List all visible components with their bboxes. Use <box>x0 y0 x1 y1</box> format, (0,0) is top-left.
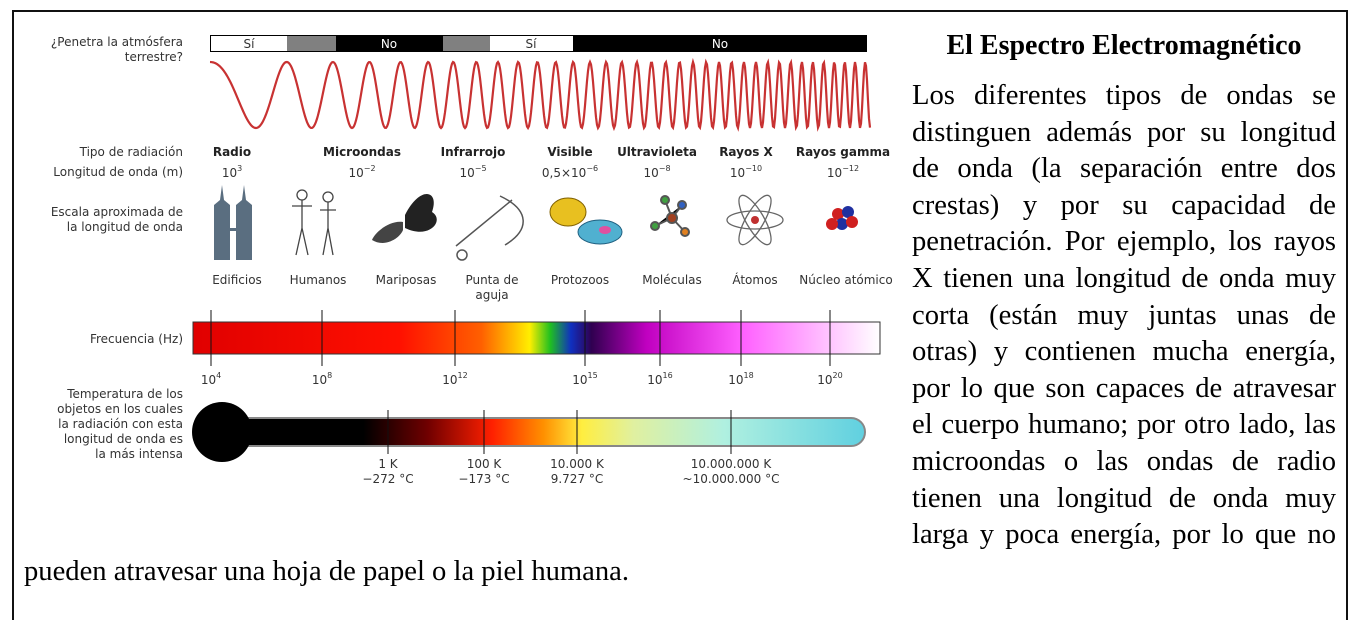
row-label: Frecuencia (Hz) <box>90 332 183 346</box>
wavelength: 10−8 <box>643 164 670 180</box>
base: 10 <box>201 373 216 387</box>
bar-label: No <box>381 37 397 51</box>
temperature-kelvin: 1 K <box>378 457 398 471</box>
wavelength: 10−10 <box>730 164 762 180</box>
exponent: −8 <box>659 164 671 173</box>
exponent: −6 <box>586 164 598 173</box>
row-label: objetos en los cuales <box>57 402 183 416</box>
exponent: −5 <box>475 164 487 173</box>
base: 10 <box>222 166 237 180</box>
nucleus-icon <box>826 206 858 230</box>
wavelength: 10−5 <box>459 164 486 180</box>
exponent: 16 <box>663 371 673 380</box>
radiation-type: Ultravioleta <box>617 145 697 159</box>
thermometer-bulb <box>192 402 252 462</box>
atom-icon <box>727 191 783 248</box>
row-label: terrestre? <box>125 50 183 64</box>
temperature-celsius: 9.727 °C <box>551 472 604 486</box>
radiation-type: Rayos gamma <box>796 145 890 159</box>
base: 10 <box>442 373 457 387</box>
scale-object: Edificios <box>212 273 262 287</box>
frequency-bar <box>193 322 880 354</box>
base: 10 <box>647 373 662 387</box>
row-label: Temperatura de los <box>66 387 183 401</box>
base: 10 <box>817 373 832 387</box>
row-label: Tipo de radiación <box>79 145 183 159</box>
temperature-kelvin: 100 K <box>467 457 503 471</box>
scale-object: Núcleo atómico <box>799 273 892 287</box>
row-label: ¿Penetra la atmósfera <box>51 35 183 49</box>
butterfly-icon <box>372 194 437 243</box>
page: {"title":"El Espectro Electromagnético",… <box>0 0 1357 627</box>
scale-object: Mariposas <box>376 273 437 287</box>
temperature-kelvin: 10.000 K <box>550 457 605 471</box>
molecule-icon <box>651 196 689 236</box>
exponent: 12 <box>458 371 468 380</box>
exponent: 15 <box>588 371 598 380</box>
frequency: 1018 <box>728 371 753 387</box>
base: 10 <box>459 166 474 180</box>
base: 10 <box>827 166 842 180</box>
wavelength: 10−12 <box>827 164 859 180</box>
frequency: 108 <box>312 371 332 387</box>
frequency: 1016 <box>647 371 672 387</box>
exponent: 3 <box>237 164 242 173</box>
temperature-kelvin: 10.000.000 K <box>691 457 773 471</box>
frequency: 1012 <box>442 371 467 387</box>
radiation-type: Microondas <box>323 145 401 159</box>
row-label: longitud de onda es <box>64 432 183 446</box>
scale-object: Humanos <box>290 273 347 287</box>
scale-object: Protozoos <box>551 273 609 287</box>
exponent: −10 <box>745 164 762 173</box>
base: 10 <box>312 373 327 387</box>
base: 10 <box>348 166 363 180</box>
wave <box>210 62 870 128</box>
bar-label: Sí <box>526 37 538 51</box>
row-label: la longitud de onda <box>67 220 183 234</box>
scale-object: Moléculas <box>642 273 702 287</box>
temperature-celsius: −272 °C <box>362 472 413 486</box>
needle-icon <box>456 196 523 260</box>
thermometer-tube <box>222 418 865 446</box>
frequency: 104 <box>201 371 221 387</box>
base: 10 <box>572 373 587 387</box>
exponent: 4 <box>216 371 221 380</box>
frequency: 1015 <box>572 371 597 387</box>
temperature-celsius: −173 °C <box>458 472 509 486</box>
buildings-icon <box>214 185 252 260</box>
row-label: la más intensa <box>95 447 183 461</box>
row-label: la radiación con esta <box>58 417 183 431</box>
base: 0,5×10 <box>542 166 586 180</box>
base: 10 <box>728 373 743 387</box>
row-label: Escala aproximada de <box>51 205 183 219</box>
bar-segment <box>287 36 336 51</box>
temperature-celsius: ~10.000.000 °C <box>683 472 780 486</box>
humans-icon <box>292 190 336 255</box>
exponent: −2 <box>364 164 376 173</box>
bar-segment <box>443 36 490 51</box>
wavelength: 0,5×10−6 <box>542 164 598 180</box>
bar-label: No <box>712 37 728 51</box>
exponent: 20 <box>833 371 843 380</box>
base: 10 <box>643 166 658 180</box>
radiation-type: Radio <box>213 145 251 159</box>
exponent: 18 <box>744 371 754 380</box>
exponent: 8 <box>327 371 332 380</box>
radiation-type: Visible <box>547 145 592 159</box>
protozoa-icon <box>550 198 622 244</box>
wavelength: 103 <box>222 164 242 180</box>
bar-label: Sí <box>244 37 256 51</box>
scale-object: Átomos <box>732 272 777 287</box>
scale-object: Punta de <box>465 273 518 287</box>
frequency: 1020 <box>817 371 842 387</box>
radiation-type: Rayos X <box>719 145 773 159</box>
wavelength: 10−2 <box>348 164 375 180</box>
radiation-type: Infrarrojo <box>441 145 506 159</box>
scale-object: aguja <box>475 288 508 302</box>
base: 10 <box>730 166 745 180</box>
row-label: Longitud de onda (m) <box>53 165 183 179</box>
exponent: −12 <box>842 164 859 173</box>
